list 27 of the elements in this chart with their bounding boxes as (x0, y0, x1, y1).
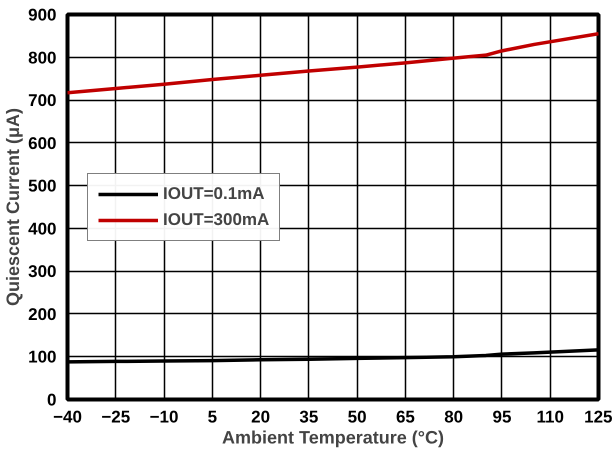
y-tick-label: 300 (28, 262, 57, 282)
y-tick-label: 500 (28, 176, 57, 196)
x-tick-label: 5 (208, 408, 218, 426)
y-tick-label: 400 (28, 219, 57, 238)
x-tick-label: 35 (299, 408, 318, 426)
legend-label: IOUT=0.1mA (163, 184, 265, 204)
line-series (68, 32, 598, 95)
x-tick-label: −40 (53, 408, 82, 426)
x-tick-label: −25 (101, 408, 130, 426)
x-tick-label: 110 (536, 408, 564, 426)
y-tick-label: 100 (28, 348, 57, 367)
y-axis-title: Quiescent Current (μA) (3, 108, 24, 306)
x-tick-label: 125 (584, 408, 613, 426)
y-tick-label: 900 (28, 6, 57, 24)
x-tick-label: 20 (251, 408, 270, 426)
x-tick-label: 80 (444, 408, 464, 426)
x-tick-label: −10 (150, 408, 178, 426)
x-tick-label: 65 (396, 408, 415, 426)
y-tick-label: 200 (28, 304, 57, 324)
y-tick-label: 800 (28, 48, 57, 68)
y-tick-label: 0 (47, 390, 57, 410)
x-tick-label: 95 (492, 408, 512, 426)
y-tick-label: 600 (28, 134, 57, 153)
x-axis-title: Ambient Temperature (°C) (222, 428, 444, 448)
x-tick-label: 50 (348, 408, 367, 426)
legend-label: IOUT=300mA (163, 210, 270, 230)
y-tick-label: 700 (28, 91, 57, 110)
